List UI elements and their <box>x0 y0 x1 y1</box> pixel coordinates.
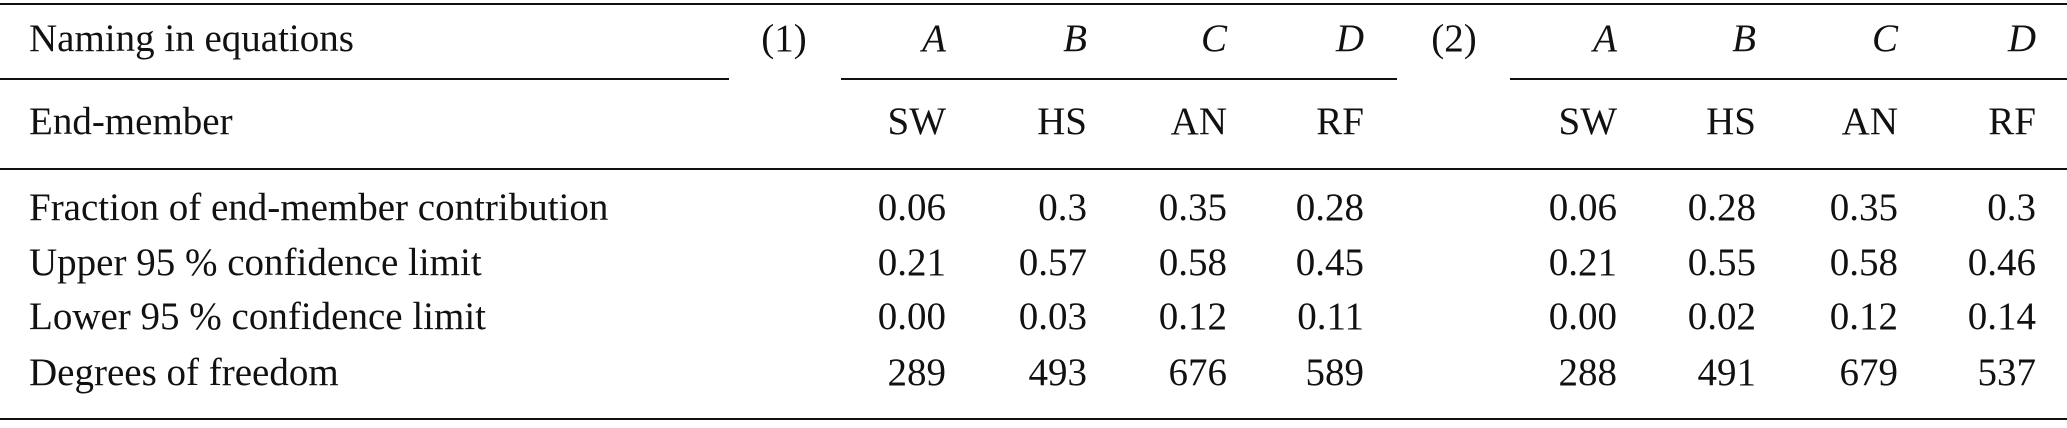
cell: 0.21 <box>878 241 946 284</box>
cell: 0.58 <box>1159 241 1227 284</box>
cell: 289 <box>888 351 947 394</box>
header-label: End-member <box>29 100 233 143</box>
cell: 0.58 <box>1830 241 1898 284</box>
symbol: D <box>1335 17 1364 60</box>
cell: 0.3 <box>1038 186 1087 229</box>
cell: 0.21 <box>1549 241 1617 284</box>
row-label: Degrees of freedom <box>29 351 339 394</box>
symbol: A <box>919 17 946 60</box>
cell: 0.46 <box>1968 241 2036 284</box>
cell: 0.06 <box>1549 186 1617 229</box>
cell: 0.35 <box>1159 186 1227 229</box>
cell: 0.57 <box>1019 241 1087 284</box>
cell: 537 <box>1978 351 2037 394</box>
group-label: (1) <box>761 17 806 60</box>
symbol: D <box>2007 17 2036 60</box>
cell: 0.02 <box>1688 295 1756 338</box>
cell: 0.12 <box>1830 295 1898 338</box>
end-member: AN <box>1171 100 1227 143</box>
cell: 0.3 <box>1987 186 2036 229</box>
cell: 0.00 <box>1549 295 1617 338</box>
end-member: SW <box>1559 100 1618 143</box>
end-member: RF <box>1316 100 1364 143</box>
end-member: HS <box>1037 100 1087 143</box>
cell: 0.28 <box>1688 186 1756 229</box>
symbol: C <box>1201 17 1228 60</box>
end-member: SW <box>888 100 947 143</box>
end-member: RF <box>1988 100 2036 143</box>
symbol: B <box>1063 17 1087 60</box>
cell: 0.06 <box>878 186 946 229</box>
symbol: C <box>1872 17 1899 60</box>
cell: 0.03 <box>1019 295 1087 338</box>
group-label: (2) <box>1431 17 1476 60</box>
cell: 0.28 <box>1296 186 1364 229</box>
cell: 491 <box>1698 351 1757 394</box>
cell: 0.45 <box>1296 241 1364 284</box>
cell: 288 <box>1559 351 1618 394</box>
cell: 0.12 <box>1159 295 1227 338</box>
cell: 0.14 <box>1968 295 2036 338</box>
cell: 0.11 <box>1297 295 1364 338</box>
end-member: AN <box>1842 100 1898 143</box>
header-label: Naming in equations <box>29 17 354 60</box>
end-member: HS <box>1706 100 1756 143</box>
symbol: A <box>1590 17 1617 60</box>
cell: 589 <box>1306 351 1365 394</box>
cell: 0.55 <box>1688 241 1756 284</box>
row-label: Lower 95 % confidence limit <box>29 295 486 338</box>
cell: 0.35 <box>1830 186 1898 229</box>
row-label: Upper 95 % confidence limit <box>29 241 482 284</box>
cell: 679 <box>1840 351 1899 394</box>
cell: 0.00 <box>878 295 946 338</box>
cell: 676 <box>1169 351 1228 394</box>
cell: 493 <box>1029 351 1088 394</box>
row-label: Fraction of end-member contribution <box>29 186 608 229</box>
symbol: B <box>1732 17 1756 60</box>
